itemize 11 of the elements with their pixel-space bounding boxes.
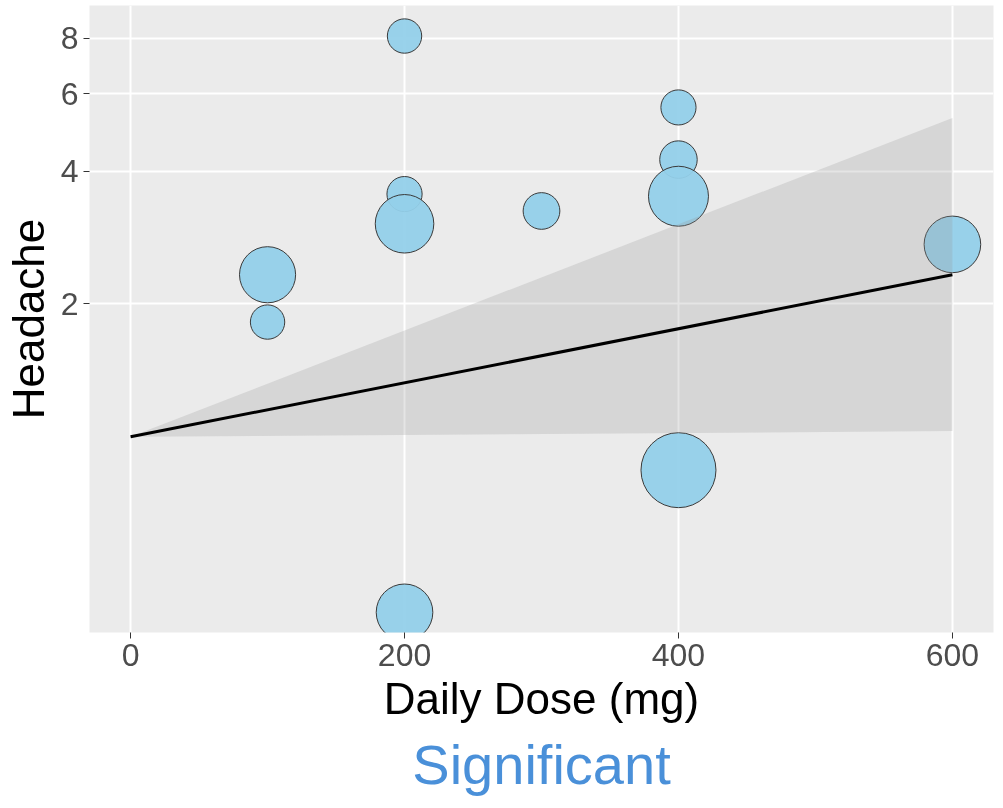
x-tick-label: 400 <box>651 636 706 673</box>
x-tick-label: 600 <box>925 636 980 673</box>
y-tick-label: 8 <box>60 20 79 57</box>
x-tick-label: 0 <box>121 636 140 673</box>
y-tick-label: 4 <box>60 153 79 190</box>
y-tick-label: 6 <box>60 75 79 112</box>
y-axis-title: Headache <box>3 218 53 420</box>
text: Significant <box>412 732 672 796</box>
x-tick-label: 200 <box>377 636 432 673</box>
y-tick-label: 2 <box>60 285 79 322</box>
x-axis-title: Daily Dose (mg) <box>383 673 700 723</box>
